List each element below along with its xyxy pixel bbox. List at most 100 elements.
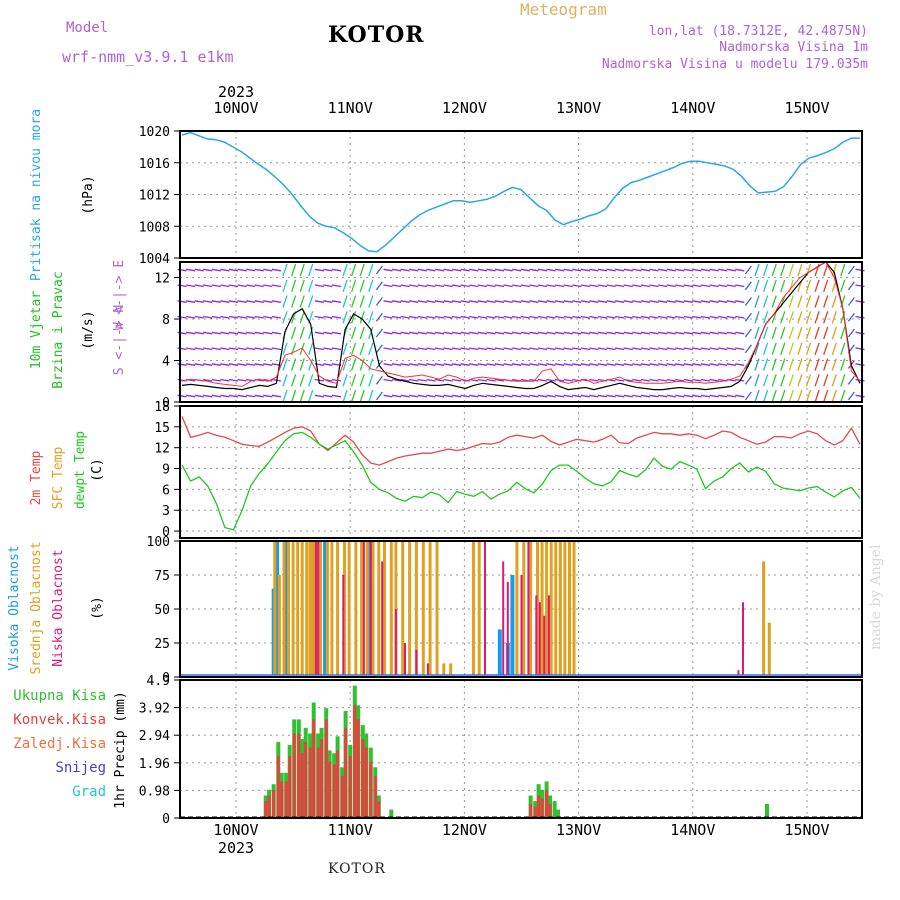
wind-barb xyxy=(350,389,357,403)
cloud-bar xyxy=(522,541,526,675)
wind-barb xyxy=(700,347,711,351)
wind-barb xyxy=(735,315,745,319)
wind-barb xyxy=(486,268,496,272)
wind-barb xyxy=(368,358,374,371)
wind-barb xyxy=(331,394,342,398)
cloud-bar xyxy=(497,629,502,675)
wind-barb xyxy=(709,300,719,303)
wind-barb xyxy=(840,358,846,371)
wind-barb xyxy=(580,268,591,272)
wind-barb xyxy=(375,312,383,322)
wind-barb xyxy=(220,268,230,272)
wind-barb xyxy=(434,315,445,319)
wind-barb xyxy=(203,378,213,382)
wind-barb xyxy=(299,279,305,293)
wind-barb xyxy=(797,374,803,387)
wind-barb xyxy=(503,331,513,335)
wind-barb xyxy=(237,347,247,351)
cloud-bar xyxy=(549,541,553,675)
wind-barb xyxy=(203,315,213,319)
wind-barb xyxy=(400,394,410,398)
y-tick-label: 0 xyxy=(162,671,170,686)
y-tick-label: 1012 xyxy=(139,189,170,204)
precip-bar xyxy=(356,719,360,818)
wind-barb xyxy=(299,389,305,403)
wind-barb xyxy=(290,358,297,371)
wind-barb xyxy=(754,295,760,308)
wind-barb xyxy=(271,315,282,319)
wind-barb xyxy=(718,347,728,351)
cloud-bar xyxy=(275,541,280,675)
wind-barb xyxy=(237,363,247,366)
wind-barb xyxy=(494,315,505,319)
wind-barb xyxy=(494,378,505,382)
wind-barb xyxy=(263,300,273,303)
wind-barb xyxy=(246,268,256,272)
wind-barb xyxy=(254,284,264,288)
cloud-bar xyxy=(315,541,319,675)
wind-barb xyxy=(359,279,365,293)
wind-barb xyxy=(290,374,297,387)
wind-barb xyxy=(657,347,668,351)
cloud-bar xyxy=(323,541,328,675)
wind-barb xyxy=(203,300,213,303)
wind-barb xyxy=(744,312,752,322)
wind-barb xyxy=(323,331,333,335)
wind-barb xyxy=(771,342,777,356)
wind-barb xyxy=(391,394,402,398)
wind-barb xyxy=(426,347,436,351)
wind-barb xyxy=(177,268,187,272)
wind-barb xyxy=(194,347,204,351)
wind-barb xyxy=(709,284,719,288)
wind-barb xyxy=(391,268,402,272)
wind-barb xyxy=(683,378,694,382)
wind-barb xyxy=(632,363,642,366)
wind-barb xyxy=(649,347,659,351)
wind-barb xyxy=(323,363,333,366)
wind-barb xyxy=(771,374,777,387)
wind-barb xyxy=(409,347,419,351)
precip-legend-item: Ukupna Kisa xyxy=(13,688,106,704)
wind-barb xyxy=(220,331,230,335)
wind-barb xyxy=(299,295,305,308)
wind-barb xyxy=(718,284,728,288)
precip-bar xyxy=(328,761,332,818)
wind-barb xyxy=(185,268,196,272)
wind-barb xyxy=(762,358,769,371)
wind-barb xyxy=(469,268,479,272)
wind-barb xyxy=(640,394,651,398)
wind-barb xyxy=(494,284,505,288)
precip-bar xyxy=(377,801,381,818)
cloud-bar xyxy=(762,561,766,675)
cloud-bar xyxy=(426,663,429,675)
wind-barb xyxy=(359,311,365,324)
wind-barb xyxy=(203,268,213,272)
wind-barb xyxy=(814,326,820,340)
wind-barb xyxy=(512,284,522,288)
wind-barb xyxy=(426,331,436,335)
day-label-top: 13NOV xyxy=(556,99,601,117)
year-label-bottom: 2023 xyxy=(218,839,254,857)
cloud-bar xyxy=(305,541,309,675)
wind-barb xyxy=(520,315,530,319)
wind-barb xyxy=(632,347,642,351)
data-layer xyxy=(177,131,865,818)
y-tick-label: 1008 xyxy=(139,220,170,235)
wind-barb xyxy=(443,394,453,398)
wind-barb xyxy=(477,394,488,398)
model-label: Model xyxy=(66,20,109,36)
wind-barb xyxy=(220,300,230,303)
wind-barb xyxy=(308,389,314,403)
wind-barb xyxy=(271,300,282,303)
wind-barb xyxy=(700,315,711,319)
wind-barb xyxy=(417,268,427,272)
wind-barb xyxy=(503,284,513,288)
wind-barb xyxy=(823,311,829,324)
wind-barb xyxy=(342,311,348,324)
wind-barb xyxy=(220,394,230,398)
cloud-bar xyxy=(389,541,393,675)
cloud-bar xyxy=(428,541,432,675)
wind-side-label: 10m Vjetar xyxy=(29,291,44,369)
wind-barb xyxy=(597,363,608,366)
wind-barb xyxy=(780,326,786,340)
